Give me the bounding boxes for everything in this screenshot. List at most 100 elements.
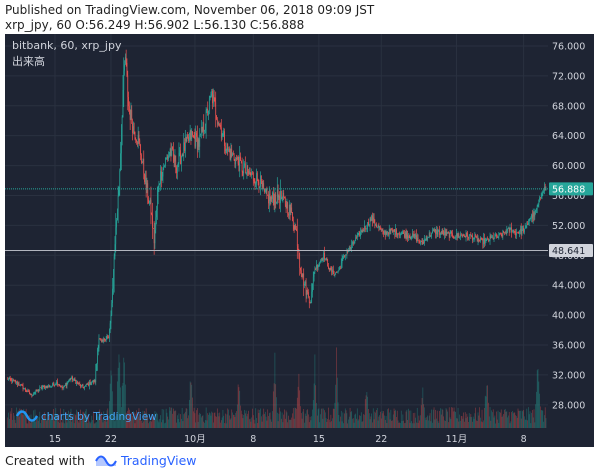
candle-body (416, 235, 417, 242)
candle-body (527, 223, 528, 225)
candle-body (218, 123, 220, 125)
volume-bar (290, 419, 292, 428)
volume-bar (504, 409, 505, 428)
volume-bar (445, 408, 447, 428)
candle-body (37, 389, 39, 392)
candle-body (188, 136, 189, 141)
candle-body (532, 214, 533, 219)
volume-bar (57, 414, 58, 428)
volume-bar (368, 408, 369, 428)
volume-bar (269, 412, 271, 428)
volume-bar (294, 407, 296, 428)
candle-body (229, 151, 231, 160)
watermark-text: charts by TradingView (41, 411, 157, 423)
candle-body (455, 236, 456, 238)
candle-body (410, 238, 412, 239)
candle-body (539, 197, 540, 200)
volume-bar (349, 407, 351, 428)
volume-bar (489, 407, 491, 428)
volume-bar (383, 411, 385, 428)
candle-body (53, 384, 55, 386)
volume-bar (217, 413, 219, 428)
chart-panel[interactable]: 28.00032.00036.00040.00044.00048.00052.0… (5, 34, 594, 447)
volume-bar (407, 419, 409, 428)
volume-bar (398, 422, 400, 428)
candle-body (117, 195, 119, 212)
volume-bar (528, 407, 529, 428)
candle-body (320, 259, 322, 261)
candle-body (284, 197, 286, 205)
volume-bar (350, 412, 352, 428)
candle-body (263, 183, 265, 189)
volume-bar (168, 407, 170, 428)
candle-body (197, 139, 199, 150)
candle-body (227, 143, 229, 151)
volume-bar (140, 418, 141, 428)
candle-body (269, 193, 271, 201)
candle-body (318, 263, 320, 266)
candle-body (403, 232, 405, 235)
volume-bar (508, 412, 510, 428)
volume-bar (25, 408, 27, 428)
volume-bar (417, 422, 419, 428)
candle-body (219, 124, 221, 126)
candle-body (271, 196, 273, 199)
volume-bar (63, 409, 65, 428)
volume-bar (522, 411, 524, 428)
time-axis[interactable]: 15 22 10月 8 15 22 11月 8 (49, 434, 527, 445)
candle-body (405, 232, 407, 238)
candle-body (266, 189, 268, 195)
price-axis[interactable]: 28.00032.00036.00040.00044.00048.00052.0… (549, 41, 593, 411)
candle-body (360, 232, 361, 237)
candle-body (288, 213, 289, 216)
y-tick-label: 40.000 (552, 311, 585, 322)
volume-bar (213, 412, 215, 428)
candle-body (508, 227, 510, 232)
candle-body (259, 186, 261, 188)
candle-body (493, 238, 495, 240)
candle-body (21, 384, 22, 385)
volume-bar (323, 408, 325, 428)
volume-bar (512, 413, 514, 428)
candle-body (541, 194, 543, 197)
volume-bar (432, 422, 433, 428)
volume-bar (107, 408, 109, 428)
tradingview-watermark[interactable]: charts by TradingView (15, 410, 157, 423)
volume-bar (72, 415, 73, 428)
volume-bar (198, 414, 200, 428)
volume-bar (38, 416, 40, 428)
candlestick-chart[interactable]: 28.00032.00036.00040.00044.00048.00052.0… (5, 34, 594, 447)
volume-bar (411, 421, 412, 428)
volume-bar (321, 408, 323, 428)
volume-bar (119, 362, 121, 428)
candle-body (87, 383, 89, 385)
volume-bar (484, 395, 486, 428)
candle-body (38, 389, 40, 392)
volume-bar (496, 419, 498, 428)
candle-body (369, 218, 371, 225)
candle-body (362, 230, 364, 233)
candle-body (382, 229, 384, 232)
footer-brand-link[interactable]: TradingView (120, 453, 197, 468)
candle-body (463, 235, 464, 237)
volume-bar (80, 409, 81, 428)
volume-bar (216, 416, 217, 428)
candle-body (154, 230, 156, 244)
volume-bar (102, 422, 104, 428)
volume-bar (299, 390, 301, 428)
candle-body (456, 233, 457, 237)
volume-bar (339, 421, 341, 428)
volume-bar (358, 419, 360, 428)
volume-bar (536, 391, 537, 428)
volume-bar (406, 409, 408, 428)
volume-bar (141, 420, 142, 428)
candle-body (81, 385, 83, 386)
candle-body (321, 259, 323, 261)
candle-body (329, 267, 331, 270)
candle-body (77, 382, 79, 385)
volume-bar (51, 418, 53, 428)
volume-bar (472, 421, 473, 428)
volume-bar (248, 410, 249, 428)
volume-bar (414, 412, 416, 428)
volume-bar (364, 399, 366, 428)
